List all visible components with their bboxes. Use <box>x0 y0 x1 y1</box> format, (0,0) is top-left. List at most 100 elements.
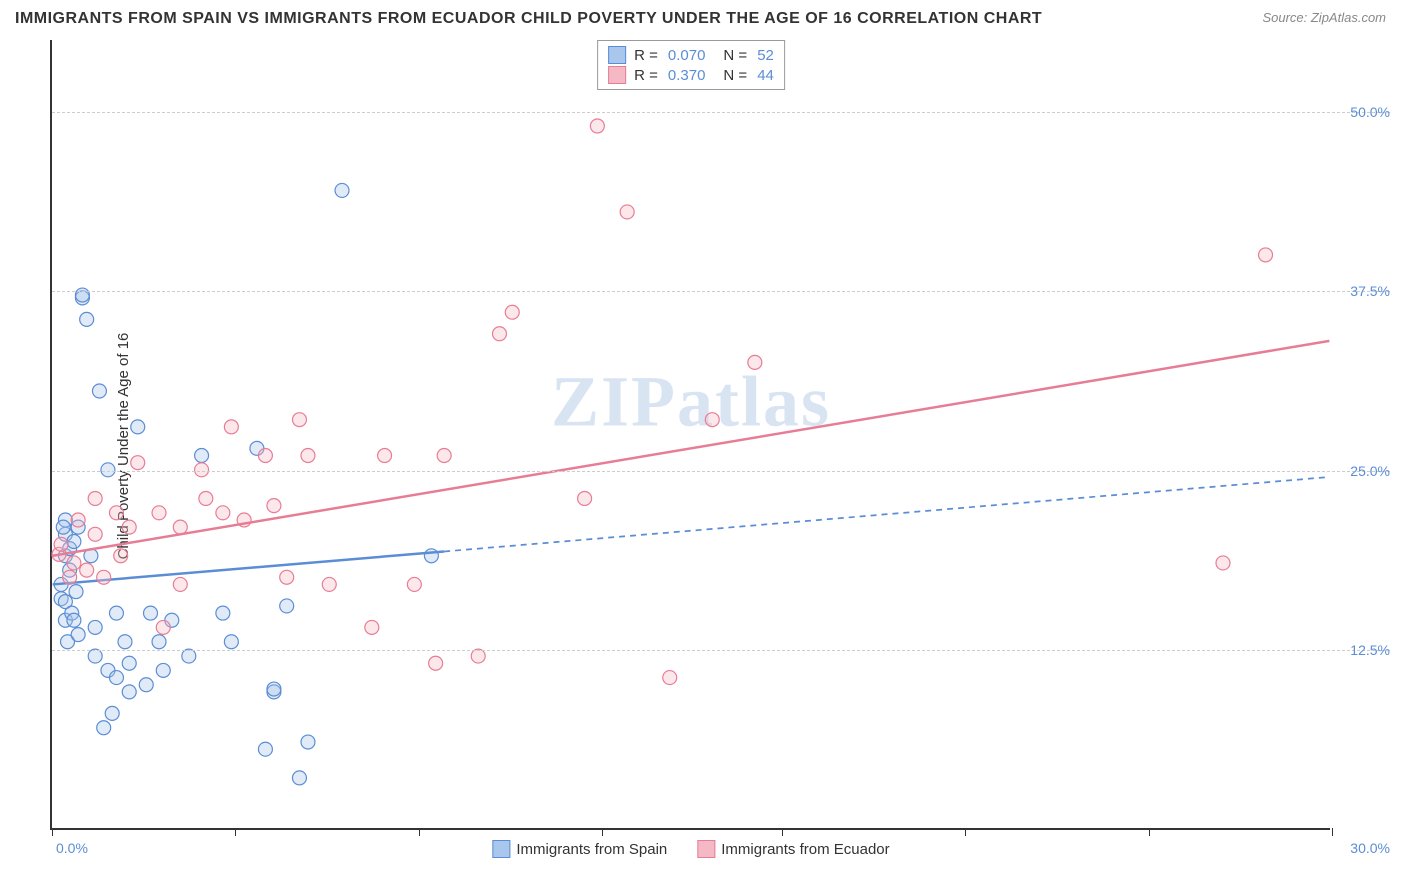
y-tick-label: 12.5% <box>1350 642 1390 658</box>
scatter-point <box>292 413 306 427</box>
scatter-point <box>144 606 158 620</box>
scatter-point <box>267 499 281 513</box>
gridline-h <box>52 650 1390 651</box>
source-credit: Source: ZipAtlas.com <box>1262 10 1386 25</box>
scatter-point <box>199 491 213 505</box>
scatter-point <box>173 577 187 591</box>
scatter-point <box>424 549 438 563</box>
scatter-point <box>335 183 349 197</box>
scatter-point <box>54 537 68 551</box>
scatter-point <box>280 599 294 613</box>
scatter-point <box>224 420 238 434</box>
scatter-point <box>56 520 70 534</box>
regression-line <box>53 341 1330 556</box>
scatter-point <box>80 312 94 326</box>
scatter-point <box>152 506 166 520</box>
scatter-point <box>216 606 230 620</box>
scatter-point <box>258 742 272 756</box>
scatter-point <box>280 570 294 584</box>
scatter-point <box>122 520 136 534</box>
scatter-point <box>292 771 306 785</box>
scatter-point <box>578 491 592 505</box>
scatter-point <box>173 520 187 534</box>
scatter-point <box>63 570 77 584</box>
legend-item-ecuador: Immigrants from Ecuador <box>697 840 889 858</box>
scatter-point <box>105 706 119 720</box>
x-tick <box>1332 828 1333 836</box>
scatter-point <box>156 620 170 634</box>
scatter-point <box>663 671 677 685</box>
scatter-point <box>122 685 136 699</box>
x-tick-label-start: 0.0% <box>56 840 88 856</box>
regression-line <box>53 551 445 584</box>
x-tick <box>602 828 603 836</box>
y-tick-label: 37.5% <box>1350 283 1390 299</box>
scatter-point <box>156 663 170 677</box>
legend-swatch-ecuador <box>697 840 715 858</box>
scatter-point <box>109 671 123 685</box>
scatter-point <box>131 456 145 470</box>
scatter-point <box>75 288 89 302</box>
legend-swatch-spain <box>492 840 510 858</box>
scatter-point <box>620 205 634 219</box>
scatter-point <box>258 449 272 463</box>
scatter-point <box>437 449 451 463</box>
scatter-point <box>67 556 81 570</box>
scatter-point <box>224 635 238 649</box>
scatter-point <box>109 506 123 520</box>
scatter-point <box>1259 248 1273 262</box>
scatter-point <box>97 570 111 584</box>
scatter-point <box>322 577 336 591</box>
scatter-point <box>109 606 123 620</box>
legend-label-spain: Immigrants from Spain <box>516 841 667 858</box>
scatter-point <box>88 491 102 505</box>
scatter-point <box>97 721 111 735</box>
x-tick <box>965 828 966 836</box>
scatter-point <box>131 420 145 434</box>
scatter-point <box>101 463 115 477</box>
x-tick <box>1149 828 1150 836</box>
scatter-point <box>152 635 166 649</box>
scatter-point <box>748 355 762 369</box>
regression-line-extrapolated <box>444 477 1329 552</box>
x-tick <box>782 828 783 836</box>
legend-series: Immigrants from Spain Immigrants from Ec… <box>492 840 889 858</box>
x-tick <box>419 828 420 836</box>
x-tick-label-end: 30.0% <box>1350 840 1390 856</box>
scatter-point <box>118 635 132 649</box>
scatter-point <box>88 620 102 634</box>
legend-label-ecuador: Immigrants from Ecuador <box>721 841 889 858</box>
scatter-point <box>493 327 507 341</box>
scatter-point <box>139 678 153 692</box>
scatter-point <box>1216 556 1230 570</box>
y-tick-label: 50.0% <box>1350 104 1390 120</box>
scatter-point <box>122 656 136 670</box>
scatter-point <box>92 384 106 398</box>
chart-svg <box>52 40 1330 828</box>
chart-title: IMMIGRANTS FROM SPAIN VS IMMIGRANTS FROM… <box>15 10 1042 28</box>
scatter-point <box>301 449 315 463</box>
x-tick <box>52 828 53 836</box>
scatter-point <box>69 585 83 599</box>
scatter-point <box>67 613 81 627</box>
scatter-point <box>590 119 604 133</box>
scatter-point <box>216 506 230 520</box>
scatter-point <box>505 305 519 319</box>
y-tick-label: 25.0% <box>1350 463 1390 479</box>
scatter-point <box>378 449 392 463</box>
scatter-point <box>80 563 94 577</box>
scatter-point <box>71 513 85 527</box>
scatter-point <box>195 449 209 463</box>
scatter-point <box>71 628 85 642</box>
scatter-point <box>407 577 421 591</box>
scatter-point <box>429 656 443 670</box>
scatter-point <box>301 735 315 749</box>
scatter-point <box>365 620 379 634</box>
gridline-h <box>52 471 1390 472</box>
x-tick <box>235 828 236 836</box>
gridline-h <box>52 112 1390 113</box>
scatter-point <box>114 549 128 563</box>
scatter-point <box>267 682 281 696</box>
plot-area: ZIPatlas R = 0.070 N = 52 R = 0.370 N = … <box>50 40 1330 830</box>
scatter-point <box>67 534 81 548</box>
